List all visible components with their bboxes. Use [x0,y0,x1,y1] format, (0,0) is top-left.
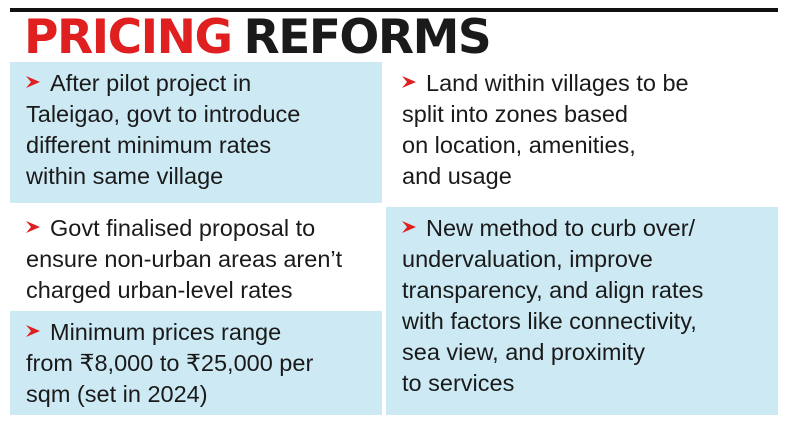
bullet-text: split into zones based [402,101,629,127]
bullet-text: on location, amenities, [402,132,636,158]
bullet-text: to services [402,370,515,396]
bullet-text: Taleigao, govt to introduce [26,101,301,127]
bullet-text: charged urban-level rates [26,277,293,303]
right-column: Land within villages to be split into zo… [386,62,778,415]
bullet-text: and usage [402,163,512,189]
bullet-text: transparency, and align rates [402,277,704,303]
bullet-text: Govt finalised proposal to [50,215,316,241]
red-arrow-icon [26,324,40,338]
title-word-reforms: REFORMS [243,10,492,65]
title-word-pricing: PRICING [24,10,233,65]
red-arrow-icon [26,220,40,234]
bullet-text: sqm (set in 2024) [26,381,208,407]
list-item: New method to curb over/ undervaluation,… [386,207,778,415]
bullet-text: After pilot project in [50,70,252,96]
bullet-text: from ₹8,000 to ₹25,000 per [26,350,314,376]
page-title: PRICING REFORMS [24,10,492,65]
bullet-text: New method to curb over/ [426,215,696,241]
red-arrow-icon [26,75,40,89]
red-arrow-icon [402,220,416,234]
bullet-text: ensure non-urban areas aren’t [26,246,343,272]
bullet-text: within same village [26,163,224,189]
list-item: Govt finalised proposal to ensure non-ur… [10,207,382,307]
reforms-panel: After pilot project in Taleigao, govt to… [10,62,778,415]
bullet-text: sea view, and proximity [402,339,645,365]
list-item: Minimum prices range from ₹8,000 to ₹25,… [10,311,382,415]
bullet-text: undervaluation, improve [402,246,653,272]
bullet-text: Land within villages to be [426,70,689,96]
bullet-text: different minimum rates [26,132,272,158]
top-rule [10,8,778,12]
list-item: After pilot project in Taleigao, govt to… [10,62,382,203]
bullet-text: Minimum prices range [50,319,282,345]
bullet-text: with factors like connectivity, [402,308,697,334]
red-arrow-icon [402,75,416,89]
left-column: After pilot project in Taleigao, govt to… [10,62,382,415]
list-item: Land within villages to be split into zo… [386,62,778,203]
